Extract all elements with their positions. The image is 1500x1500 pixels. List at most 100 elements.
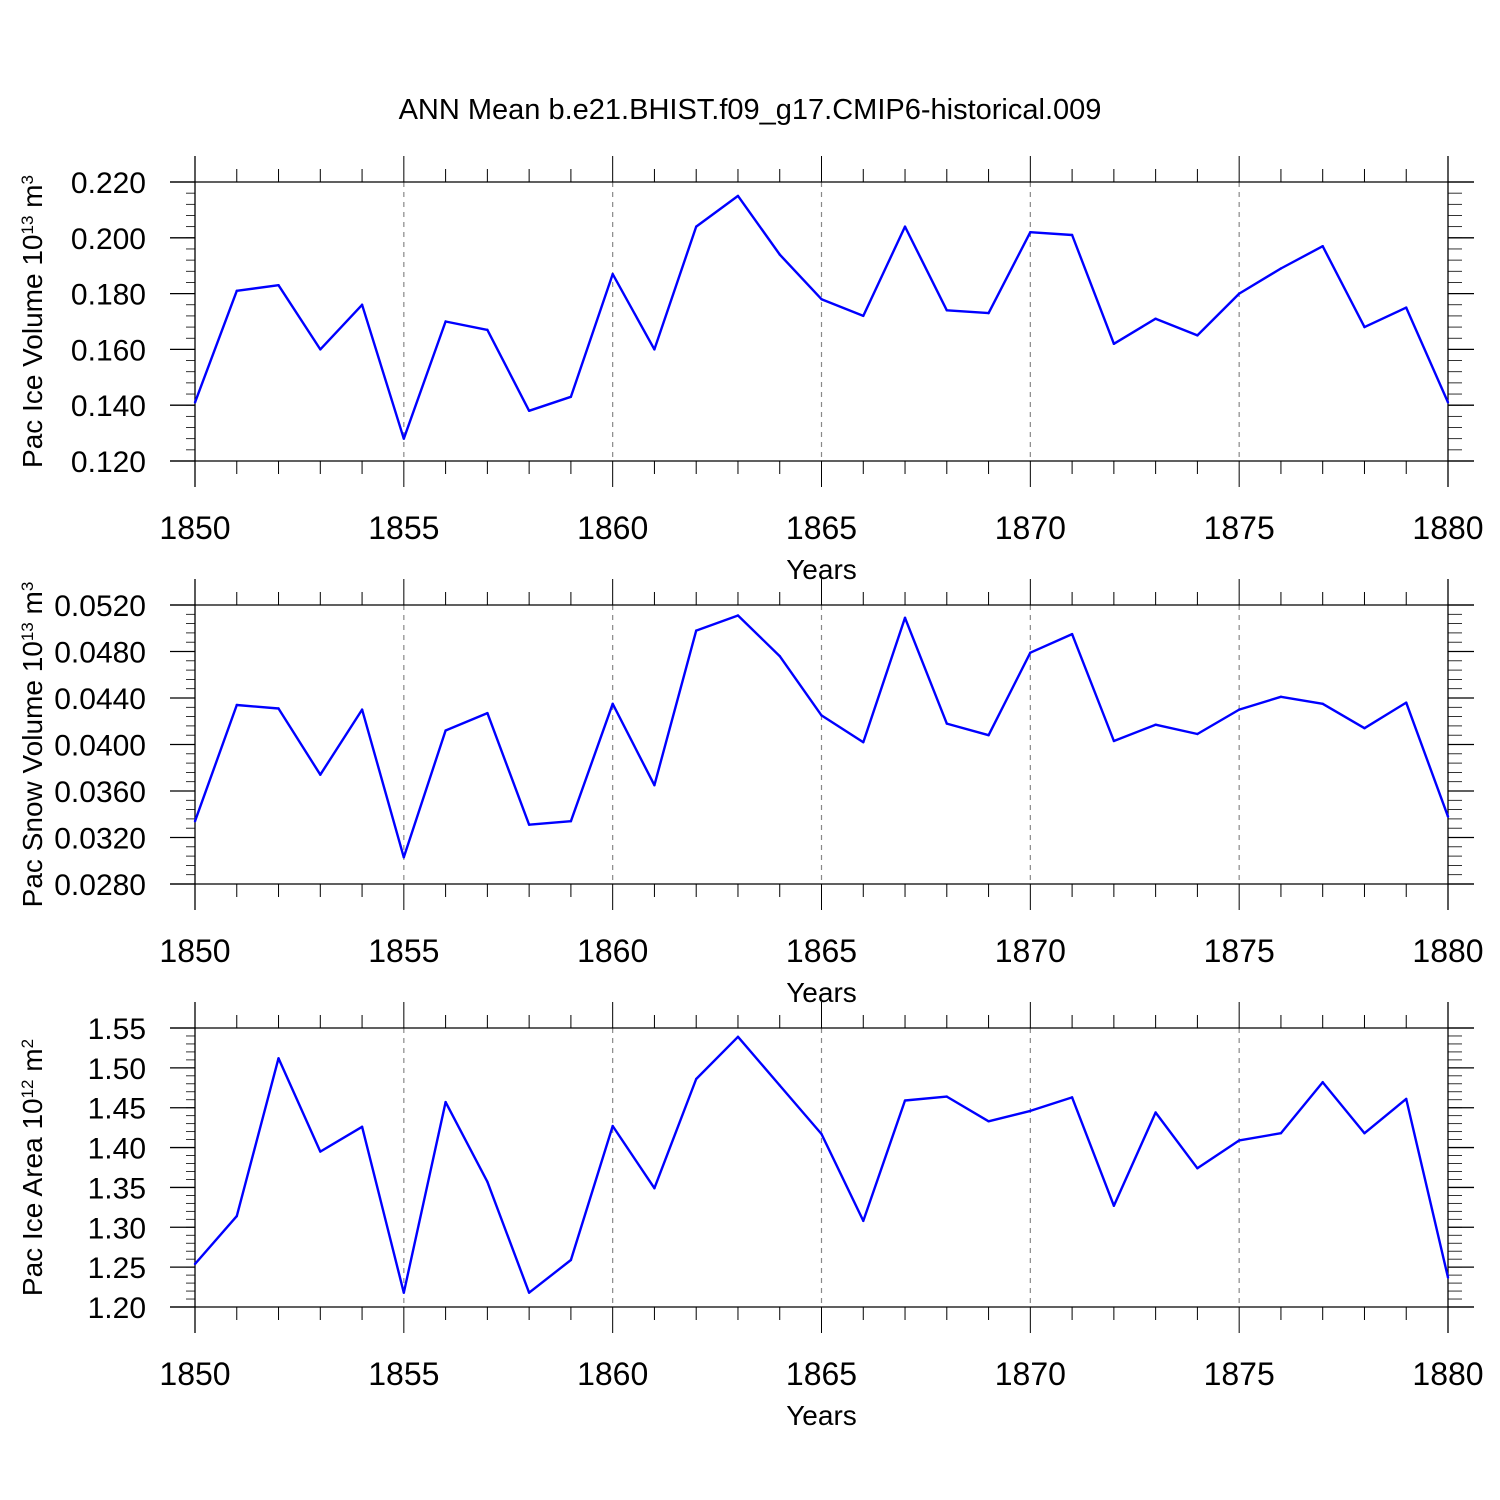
- y-tick-label: 1.50: [88, 1053, 146, 1086]
- data-point-1873: [1154, 723, 1157, 726]
- y-axis-label-unit-exp: 3: [18, 175, 37, 184]
- x-tick-label: 1850: [159, 933, 230, 969]
- data-point-1868: [945, 1095, 948, 1098]
- data-point-1866: [862, 314, 865, 318]
- data-point-1878: [1363, 1132, 1366, 1135]
- data-point-1866: [862, 740, 865, 744]
- y-axis-label-exp: 13: [18, 622, 37, 641]
- x-tick-label: 1865: [786, 933, 857, 969]
- y-tick-label: 0.0280: [54, 869, 146, 902]
- data-point-1863: [736, 1035, 740, 1038]
- data-point-1866: [862, 1219, 865, 1223]
- data-point-1857: [486, 711, 489, 715]
- y-tick-label: 1.45: [88, 1093, 146, 1126]
- data-point-1850: [193, 820, 197, 823]
- data-point-1864: [778, 253, 781, 256]
- data-point-1879: [1405, 306, 1408, 309]
- y-tick-label: 0.0480: [54, 637, 146, 670]
- data-point-1852: [277, 707, 280, 710]
- data-point-1867: [903, 1099, 907, 1102]
- y-axis-label: Pac Ice Area 1012 m2: [17, 1039, 48, 1296]
- y-tick-label: 0.0440: [54, 683, 146, 716]
- data-point-1854: [360, 708, 364, 711]
- data-point-1855: [402, 437, 406, 440]
- y-axis-label-text: Pac Ice Volume 10: [17, 235, 48, 468]
- x-tick-label: 1870: [995, 933, 1066, 969]
- panel-ice-area: 1.20 1.25 1.30 1.35 1.40 1.45 1.50 1.55 1850 1855…: [17, 1002, 1484, 1431]
- data-point-1867: [903, 616, 907, 619]
- data-point-1876: [1279, 695, 1283, 699]
- y-tick-label: 0.160: [71, 334, 146, 367]
- data-point-1861: [653, 783, 656, 787]
- y-tick-label: 0.180: [71, 279, 146, 312]
- y-axis-label: Pac Snow Volume 1013 m3: [17, 582, 48, 908]
- x-tick-label: 1850: [159, 510, 230, 546]
- chart-title: ANN Mean b.e21.BHIST.f09_g17.CMIP6-histo…: [399, 94, 1102, 126]
- data-point-1864: [778, 1084, 781, 1087]
- y-tick-label: 0.140: [71, 390, 146, 423]
- data-point-1865: [820, 714, 823, 717]
- data-point-1873: [1154, 317, 1157, 320]
- y-tick-label: 1.40: [88, 1133, 146, 1166]
- x-tick-label: 1875: [1204, 1356, 1275, 1392]
- data-point-1857: [486, 328, 489, 332]
- data-point-1868: [945, 309, 948, 312]
- x-tick-label: 1870: [995, 1356, 1066, 1392]
- data-point-1865: [820, 297, 823, 301]
- y-axis-label-unit: m: [17, 591, 48, 622]
- data-point-1855: [402, 856, 406, 859]
- x-tick-label: 1855: [368, 933, 439, 969]
- data-point-1854: [360, 1125, 364, 1129]
- x-tick-label: 1860: [577, 510, 648, 546]
- data-point-1850: [193, 401, 197, 404]
- data-point-1852: [277, 284, 280, 287]
- data-point-1859: [569, 395, 573, 399]
- data-point-1850: [193, 1262, 197, 1266]
- x-tick-label: 1880: [1412, 510, 1483, 546]
- data-point-1862: [695, 225, 698, 228]
- y-axis-label-text: Pac Ice Area 10: [17, 1098, 48, 1296]
- x-tick-label: 1880: [1412, 1356, 1483, 1392]
- data-point-1876: [1279, 267, 1283, 270]
- data-point-1856: [444, 1100, 447, 1104]
- data-point-1867: [903, 225, 907, 228]
- y-tick-label: 1.20: [88, 1292, 146, 1325]
- x-tick-label: 1865: [786, 510, 857, 546]
- data-point-1863: [736, 614, 740, 617]
- y-axis-label-exp: 12: [18, 1079, 37, 1098]
- data-point-1870: [1029, 651, 1032, 654]
- data-point-1851: [235, 289, 238, 293]
- data-point-1855: [402, 1291, 406, 1294]
- y-axis-label-unit-exp: 3: [18, 582, 37, 591]
- data-point-1868: [945, 722, 948, 725]
- x-tick-label: 1880: [1412, 933, 1483, 969]
- data-point-1870: [1029, 1109, 1032, 1113]
- data-point-1870: [1029, 231, 1032, 234]
- data-point-1857: [486, 1180, 489, 1184]
- data-point-1853: [319, 1150, 322, 1153]
- x-tick-label: 1865: [786, 1356, 857, 1392]
- data-point-1880: [1446, 1276, 1450, 1279]
- data-point-1860: [611, 272, 614, 276]
- data-point-1862: [695, 629, 698, 632]
- y-tick-label: 1.35: [88, 1172, 146, 1205]
- data-point-1880: [1446, 815, 1450, 818]
- data-point-1871: [1070, 1096, 1074, 1099]
- data-point-1860: [611, 1124, 614, 1128]
- x-tick-label: 1860: [577, 1356, 648, 1392]
- data-point-1876: [1279, 1132, 1283, 1135]
- y-axis-label: Pac Ice Volume 1013 m3: [17, 175, 48, 468]
- data-point-1865: [820, 1132, 823, 1136]
- data-point-1860: [611, 702, 614, 706]
- y-tick-label: 0.220: [71, 167, 146, 200]
- y-tick-label: 0.0320: [54, 823, 146, 856]
- data-point-1856: [444, 320, 447, 323]
- panel-ice-volume: 0.120 0.140 0.160 0.180 0.200 0.220 1850 1855 18…: [17, 156, 1484, 585]
- data-point-1878: [1363, 325, 1366, 329]
- data-point-1861: [653, 1187, 656, 1190]
- y-axis-label-exp: 13: [18, 216, 37, 235]
- data-point-1859: [569, 820, 573, 823]
- data-point-1872: [1112, 342, 1116, 346]
- y-axis-label-unit: m: [17, 1048, 48, 1079]
